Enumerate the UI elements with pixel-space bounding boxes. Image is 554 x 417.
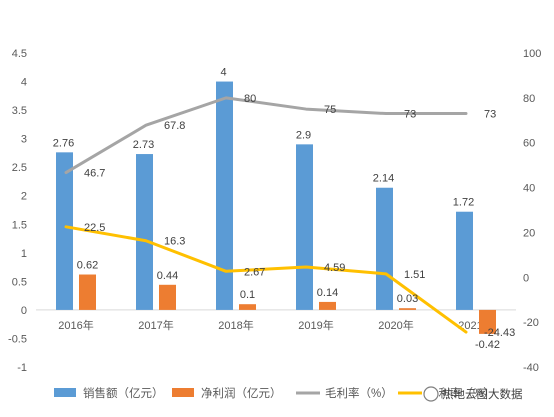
y-left-tick-label: 3.5 (12, 105, 27, 117)
legend: 销售额（亿元） 净利润（亿元） 毛利率（%） 净利率（%） (54, 386, 495, 400)
wechat-icon (423, 386, 439, 402)
bar (216, 81, 233, 310)
y-left-tick-label: -1 (17, 362, 27, 374)
line-data-label: 73 (484, 109, 496, 121)
bar-data-label: 0.44 (157, 270, 178, 282)
bar-data-label: 4 (220, 67, 226, 79)
y-left-tick-label: 4 (21, 77, 27, 89)
y-left-tick-label: 2 (21, 191, 27, 203)
bar (239, 304, 256, 310)
x-category-label: 2017年 (138, 318, 173, 332)
bar (376, 187, 393, 310)
y-right-tick-label: 80 (523, 93, 535, 105)
y-left-tick-label: 0 (21, 305, 27, 317)
y-left-tick-label: 0.5 (12, 276, 27, 288)
legend-label: 销售额（亿元） (83, 386, 164, 400)
y-left-tick-label: 3 (21, 134, 27, 146)
bar (79, 274, 96, 310)
line-data-label: 67.8 (164, 120, 185, 132)
bar (159, 284, 176, 310)
series-line (64, 96, 468, 175)
legend-label: 净利率（%） (427, 386, 495, 400)
bar-data-label: 2.76 (53, 137, 74, 149)
y-left-tick-label: 1 (21, 248, 27, 260)
line-data-label: 73 (404, 109, 416, 121)
y-left-tick-label: 2.5 (12, 162, 27, 174)
x-category-label: 2019年 (298, 318, 333, 332)
bar-data-label: 2.73 (133, 139, 154, 151)
line-data-label: 75 (324, 104, 336, 116)
bar (479, 309, 496, 334)
line-data-label: 46.7 (84, 168, 105, 180)
line-data-label: -24.43 (484, 327, 515, 339)
bar-data-label: -0.42 (475, 339, 500, 351)
y-right-tick-label: 0 (523, 272, 529, 284)
line-data-label: 16.3 (164, 236, 185, 248)
y-right-tick-label: 100 (523, 48, 541, 60)
bar (56, 152, 73, 310)
axes-layer: -1-0.500.511.522.533.544.5-40-2002040608… (8, 48, 541, 374)
y-right-tick-label: 20 (523, 227, 535, 239)
series-line (64, 225, 468, 334)
y-left-tick-label: 4.5 (12, 48, 27, 60)
bar (136, 154, 153, 310)
legend-label: 毛利率（%） (325, 386, 393, 400)
line-data-label: 4.59 (324, 262, 345, 274)
bar-data-label: 0.14 (317, 287, 338, 299)
y-right-tick-label: 40 (523, 183, 535, 195)
bar (456, 211, 473, 310)
legend-swatch (54, 388, 76, 397)
watermark-text: 热地云图大数据 (442, 387, 523, 401)
legend-label: 净利润（亿元） (201, 386, 282, 400)
bar-data-label: 0.1 (240, 289, 255, 301)
x-category-label: 2020年 (378, 318, 413, 332)
legend-swatch (172, 388, 194, 397)
y-right-tick-label: 60 (523, 138, 535, 150)
bar-data-label: 0.03 (397, 293, 418, 305)
line-data-label: 22.5 (84, 222, 105, 234)
y-left-tick-label: 1.5 (12, 219, 27, 231)
bar (296, 144, 313, 310)
x-category-label: 2016年 (58, 318, 93, 332)
watermark: 热地云图大数据 (423, 386, 523, 402)
line-data-label: 2.67 (244, 266, 265, 278)
line-data-label: 1.51 (404, 269, 425, 281)
y-right-tick-label: -40 (523, 362, 539, 374)
bar (399, 308, 416, 310)
bar-data-label: 0.62 (77, 260, 98, 272)
line-data-label: 80 (244, 93, 256, 105)
x-category-label: 2018年 (218, 318, 253, 332)
lines-layer (64, 96, 468, 334)
bar-data-label: 1.72 (453, 197, 474, 209)
bar-data-label: 2.9 (296, 129, 311, 141)
data-labels-layer: 2.76 2.73 4 2.9 2.14 1.72 0.62 0.44 0.1 0.14 0.03 -… (53, 67, 515, 351)
y-right-tick-label: -20 (523, 317, 539, 329)
bars-layer (56, 81, 496, 334)
bar-data-label: 2.14 (373, 173, 394, 185)
y-left-tick-label: -0.5 (8, 333, 27, 345)
bar (319, 301, 336, 310)
